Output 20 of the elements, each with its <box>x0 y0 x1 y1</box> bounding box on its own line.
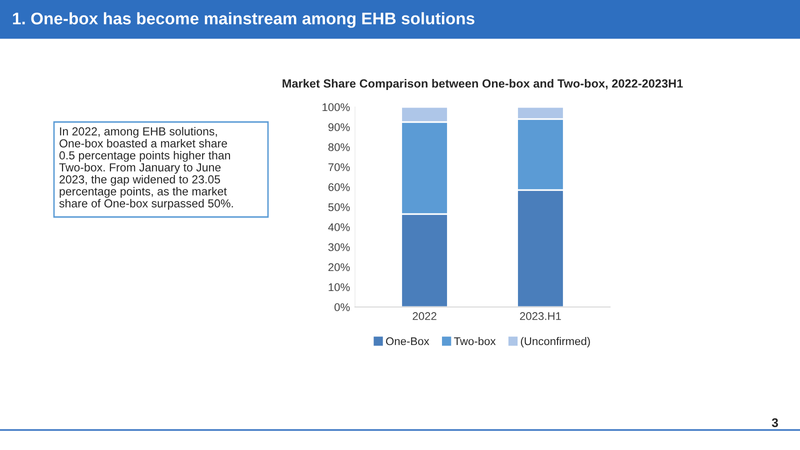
y-tick-label: 60% <box>328 183 350 192</box>
y-tick-label: 40% <box>328 223 350 232</box>
y-tick-label: 90% <box>328 123 350 132</box>
x-tick-label: 2023.H1 <box>520 312 561 320</box>
legend-label: (Unconfirmed) <box>520 337 590 348</box>
legend-label: Two-box <box>454 337 496 346</box>
y-tick-label: 10% <box>328 283 350 292</box>
chart-title: Market Share Comparison between One-box and Two-box, 2022-2023H1 <box>282 79 683 90</box>
y-tick-label: 30% <box>328 243 350 252</box>
y-tick-label: 20% <box>328 263 350 272</box>
y-tick-label: 100% <box>322 103 350 112</box>
text: 1. One-box has become mainstream among EHB solutions <box>13 12 474 28</box>
x-tick-label: 2022 <box>412 312 436 320</box>
y-tick-label: 0% <box>334 303 350 312</box>
text: In 2022, among EHB solutions, One-box boasted a market share 0.5 percentage points higher than Two-box. From January to June 2023, the gap widened to 23.05 percentage points, as the market share of One-box surpassed 50%. <box>59 127 233 210</box>
y-tick-label: 50% <box>328 203 350 212</box>
y-tick-label: 80% <box>328 143 350 152</box>
y-tick-label: 70% <box>328 163 350 172</box>
legend-label: One-Box <box>386 337 430 346</box>
text: 3 <box>772 418 778 428</box>
